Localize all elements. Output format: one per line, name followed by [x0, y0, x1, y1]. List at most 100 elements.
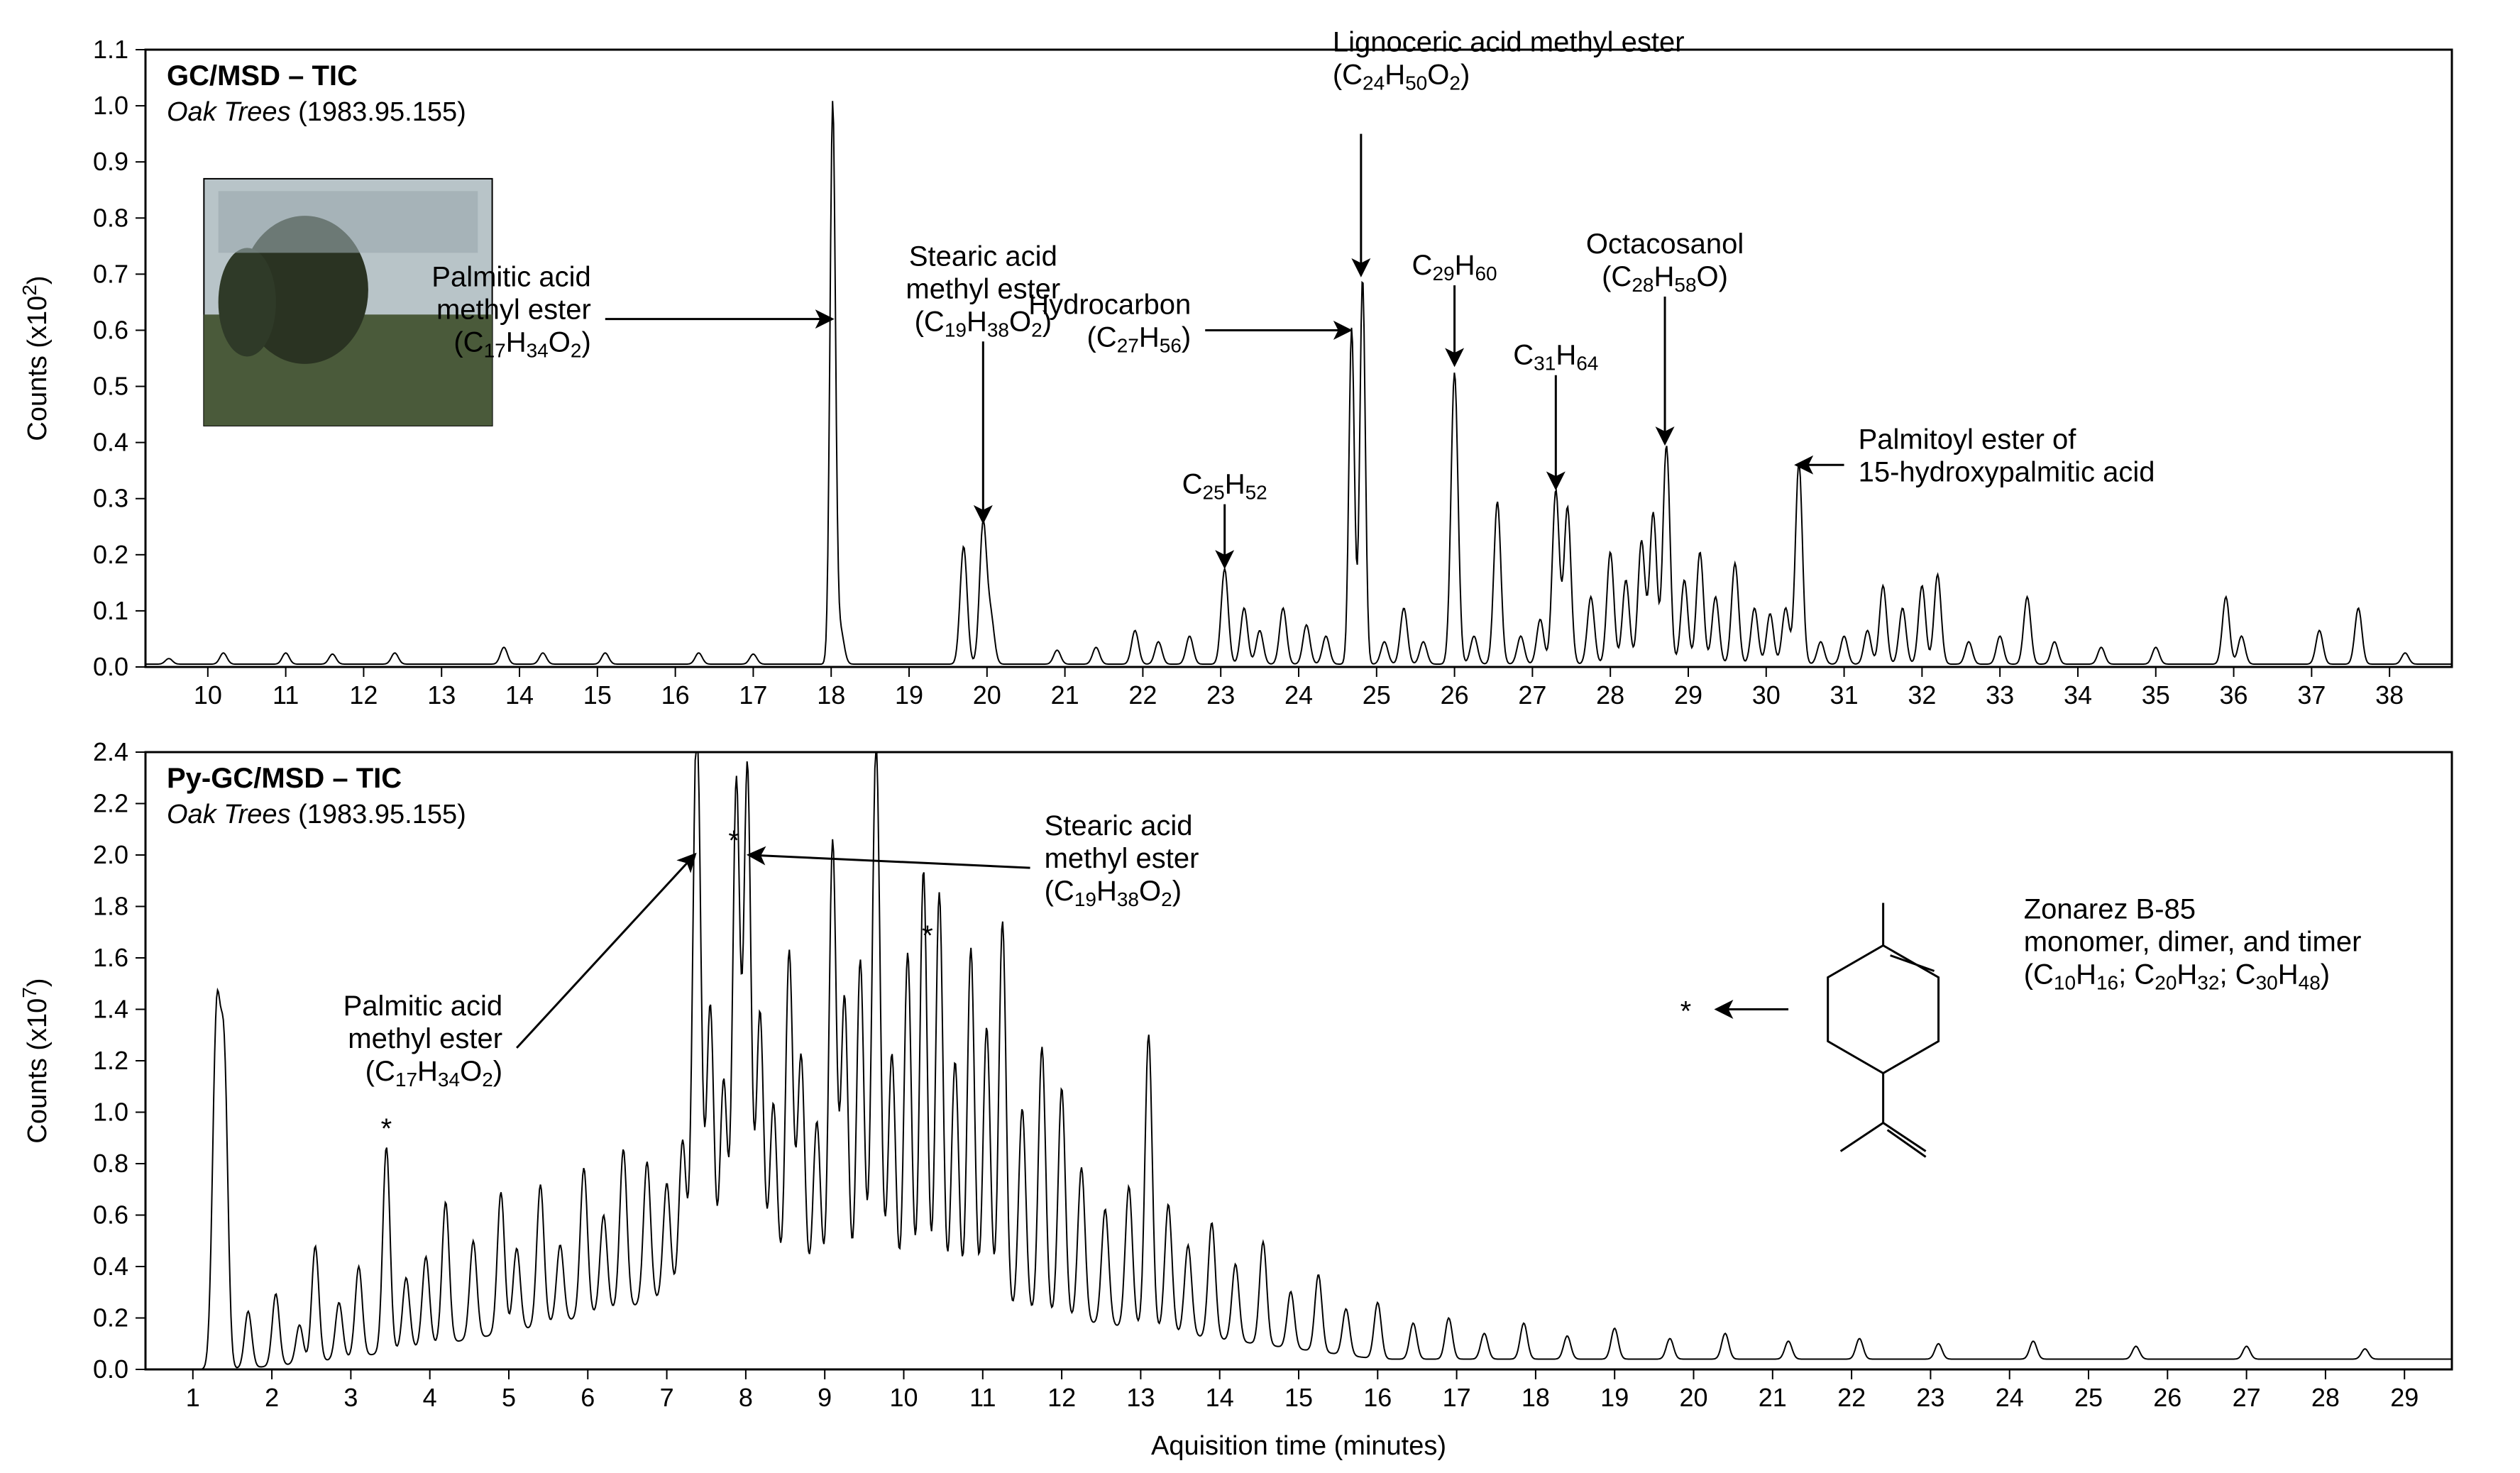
svg-text:24: 24 — [1284, 680, 1313, 710]
svg-text:34: 34 — [2064, 680, 2092, 710]
svg-text:2.0: 2.0 — [93, 840, 128, 869]
panel-subtitle: Oak Trees (1983.95.155) — [167, 97, 466, 127]
svg-text:28: 28 — [1596, 680, 1624, 710]
x-axis-label: Aquisition time (minutes) — [1151, 1431, 1446, 1461]
peak-annotation-stearic2: methyl ester — [1045, 843, 1199, 874]
svg-text:*: * — [1680, 996, 1692, 1027]
svg-text:1: 1 — [186, 1383, 200, 1412]
panel-subtitle: Oak Trees (1983.95.155) — [167, 800, 466, 829]
svg-text:23: 23 — [1206, 680, 1235, 710]
svg-text:Py-GC/MSD – TIC: Py-GC/MSD – TIC — [167, 763, 402, 794]
svg-text:7: 7 — [660, 1383, 674, 1412]
svg-text:21: 21 — [1759, 1383, 1787, 1412]
peak-annotation-hydro: Hydrocarbon — [1028, 289, 1191, 320]
svg-text:32: 32 — [1908, 680, 1936, 710]
svg-text:19: 19 — [895, 680, 923, 710]
svg-text:31: 31 — [1830, 680, 1859, 710]
svg-text:0.5: 0.5 — [93, 372, 128, 401]
svg-text:14: 14 — [1206, 1383, 1234, 1412]
svg-text:GC/MSD – TIC: GC/MSD – TIC — [167, 60, 358, 92]
svg-text:22: 22 — [1128, 680, 1157, 710]
svg-text:19: 19 — [1600, 1383, 1629, 1412]
peak-annotation-octa: Octacosanol — [1586, 228, 1744, 260]
svg-text:20: 20 — [1679, 1383, 1707, 1412]
peak-annotation-octa: (C28H58O) — [1602, 261, 1728, 296]
svg-text:33: 33 — [1986, 680, 2014, 710]
svg-text:2.2: 2.2 — [93, 789, 128, 818]
plot-frame — [145, 752, 2452, 1369]
svg-text:11: 11 — [273, 680, 299, 710]
peak-annotation-palmitic2: methyl ester — [348, 1023, 502, 1054]
svg-text:1.0: 1.0 — [93, 91, 128, 120]
peak-annotation-c31h64: C31H64 — [1513, 340, 1598, 375]
svg-text:6: 6 — [581, 1383, 595, 1412]
peak-annotation-stearic2: Stearic acid — [1045, 810, 1193, 842]
svg-text:1.0: 1.0 — [93, 1098, 128, 1127]
svg-text:4: 4 — [423, 1383, 437, 1412]
peak-annotation-c29h60: C29H60 — [1412, 250, 1497, 285]
svg-text:*: * — [728, 825, 739, 856]
svg-text:9: 9 — [818, 1383, 832, 1412]
svg-text:0.0: 0.0 — [93, 652, 128, 681]
svg-text:0.8: 0.8 — [93, 1149, 128, 1178]
annotation-arrow — [749, 855, 1030, 868]
svg-text:1.1: 1.1 — [93, 35, 128, 64]
svg-text:28: 28 — [2311, 1383, 2340, 1412]
svg-text:15: 15 — [1284, 1383, 1313, 1412]
svg-text:14: 14 — [505, 680, 534, 710]
svg-text:22: 22 — [1837, 1383, 1866, 1412]
svg-text:23: 23 — [1916, 1383, 1944, 1412]
svg-text:0.8: 0.8 — [93, 203, 128, 232]
peak-annotation-palmitoyl: Palmitoyl ester of — [1859, 424, 2077, 455]
svg-text:10: 10 — [889, 1383, 918, 1412]
bottom-chromatogram-trace — [145, 752, 2452, 1369]
limonene-structure: * — [1680, 903, 1939, 1157]
svg-text:37: 37 — [2297, 680, 2326, 710]
svg-text:0.7: 0.7 — [93, 259, 128, 288]
peak-annotation-stearic2: (C19H38O2) — [1045, 876, 1182, 910]
y-axis-label: Counts (x107) — [18, 978, 53, 1143]
svg-text:0.2: 0.2 — [93, 1303, 128, 1333]
svg-text:17: 17 — [739, 680, 767, 710]
svg-text:16: 16 — [661, 680, 690, 710]
svg-text:25: 25 — [2074, 1383, 2103, 1412]
peak-annotation-zonarez: (C10H16; C20H32; C30H48) — [2024, 959, 2330, 993]
svg-text:1.8: 1.8 — [93, 892, 128, 921]
svg-text:27: 27 — [1518, 680, 1546, 710]
svg-text:8: 8 — [739, 1383, 753, 1412]
svg-text:0.0: 0.0 — [93, 1355, 128, 1384]
svg-text:29: 29 — [2390, 1383, 2419, 1412]
svg-text:1.4: 1.4 — [93, 995, 128, 1024]
peak-annotation-zonarez: monomer, dimer, and timer — [2024, 926, 2362, 957]
svg-text:12: 12 — [1047, 1383, 1076, 1412]
svg-text:1.2: 1.2 — [93, 1046, 128, 1075]
svg-text:0.9: 0.9 — [93, 147, 128, 176]
svg-text:17: 17 — [1443, 1383, 1471, 1412]
svg-text:26: 26 — [2153, 1383, 2181, 1412]
svg-text:2.4: 2.4 — [93, 737, 128, 766]
peak-annotation-palmitic: Palmitic acid — [431, 262, 591, 293]
peak-annotation-palmitoyl: 15-hydroxypalmitic acid — [1859, 456, 2155, 487]
svg-text:20: 20 — [973, 680, 1001, 710]
svg-text:15: 15 — [583, 680, 612, 710]
svg-text:18: 18 — [817, 680, 845, 710]
peak-annotation-palmitic2: Palmitic acid — [343, 991, 503, 1022]
chromatogram-figure: 1011121314151617181920212223242526272829… — [0, 0, 2520, 1473]
peak-annotation-hydro: (C27H56) — [1086, 321, 1191, 356]
peak-annotation-stearic: Stearic acid — [909, 241, 1057, 272]
svg-text:11: 11 — [969, 1383, 996, 1412]
svg-text:18: 18 — [1522, 1383, 1550, 1412]
svg-text:38: 38 — [2375, 680, 2404, 710]
annotation-arrow — [517, 855, 694, 1048]
svg-text:0.4: 0.4 — [93, 428, 128, 457]
peak-annotation-c25h52: C25H52 — [1182, 469, 1267, 504]
y-axis-label: Counts (x102) — [18, 275, 53, 441]
svg-text:3: 3 — [343, 1383, 358, 1412]
peak-annotation-ligno: Lignoceric acid methyl ester — [1333, 27, 1685, 58]
svg-text:0.1: 0.1 — [93, 596, 128, 625]
figure-container: 1011121314151617181920212223242526272829… — [0, 0, 2520, 1473]
svg-text:16: 16 — [1363, 1383, 1392, 1412]
svg-text:25: 25 — [1363, 680, 1391, 710]
svg-text:0.3: 0.3 — [93, 484, 128, 513]
svg-text:13: 13 — [1126, 1383, 1155, 1412]
